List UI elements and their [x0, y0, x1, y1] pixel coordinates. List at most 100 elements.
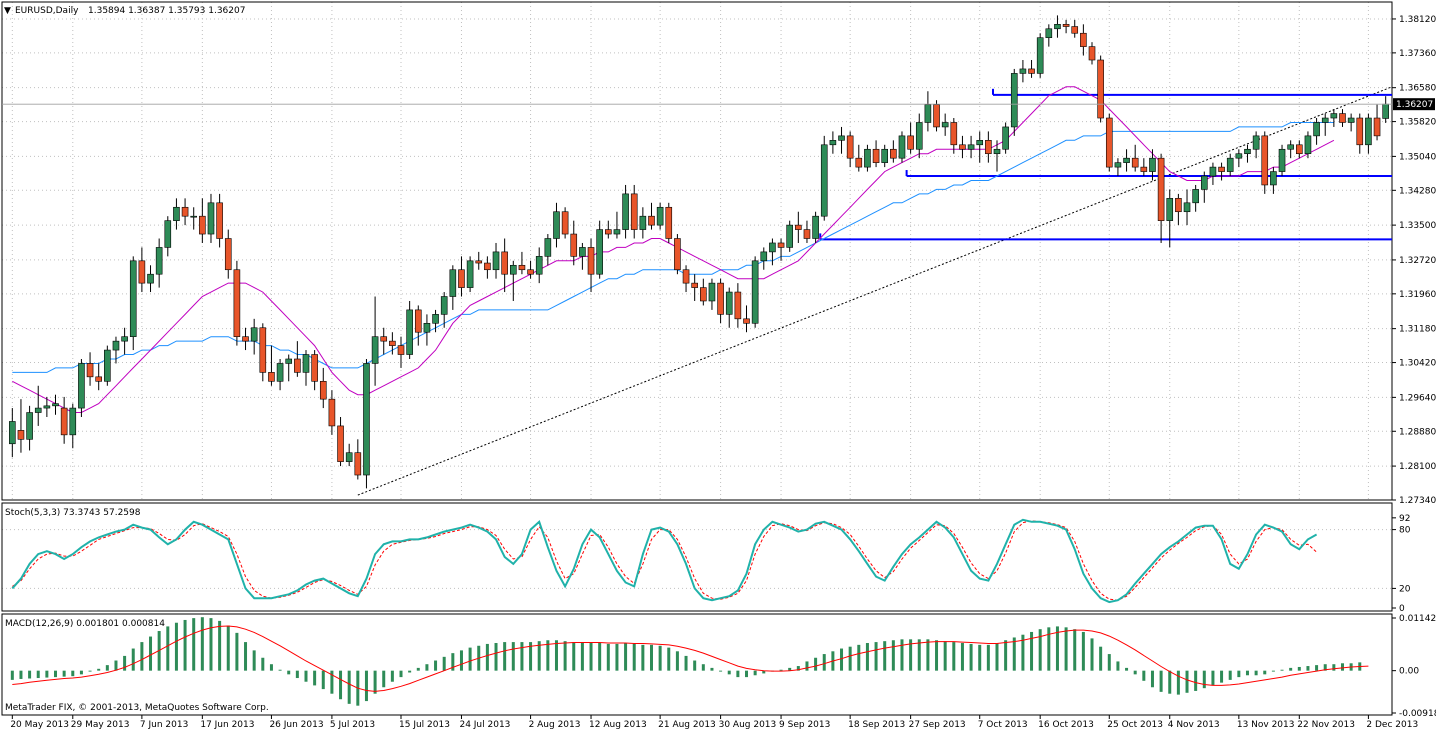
macd-bar	[364, 670, 368, 702]
macd-bar	[572, 642, 576, 671]
candle-body	[708, 282, 716, 302]
stoch-signal-line	[12, 520, 1317, 601]
candle-body	[613, 229, 621, 235]
price-tick-label: 1.33500	[1399, 221, 1436, 231]
price-tick-label: 1.38120	[1399, 15, 1436, 25]
macd-bar	[1271, 670, 1275, 672]
candle-body	[26, 412, 33, 440]
candle-body	[1149, 157, 1156, 172]
macd-bar	[149, 636, 153, 671]
macd-bar	[1237, 670, 1241, 678]
price-tick-label: 1.29640	[1399, 393, 1436, 403]
macd-signal-line	[12, 625, 1369, 692]
macd-bar	[408, 670, 412, 673]
macd-bar	[960, 643, 964, 671]
candle-body	[1252, 135, 1260, 150]
candle-body	[319, 381, 327, 400]
axis-layer: 1.38120 1.37360 1.36580 1.35820 1.35040 1.342…	[10, 15, 1436, 730]
candle-body	[147, 273, 154, 284]
time-tick-label: 25 Oct 2013	[1107, 720, 1163, 730]
macd-bar	[114, 660, 118, 671]
candle-body	[648, 215, 655, 226]
candle-body	[915, 122, 923, 150]
macd-bar	[1332, 664, 1336, 671]
time-tick-label: 7 Jun 2013	[140, 720, 188, 730]
candle-body	[1105, 117, 1113, 168]
current-price-tag	[1393, 98, 1435, 111]
macd-bar	[615, 643, 619, 671]
candle-body	[1062, 24, 1070, 27]
macd-bar	[874, 642, 878, 671]
price-tick-label: 1.27340	[1399, 496, 1436, 506]
macd-bar	[295, 670, 299, 679]
time-tick-label: 27 Sep 2013	[909, 720, 966, 730]
time-tick-label: 22 Nov 2013	[1297, 720, 1355, 730]
macd-bar	[200, 617, 204, 671]
macd-bar	[589, 643, 593, 671]
macd-bar	[1297, 666, 1301, 671]
candle-body	[1356, 117, 1364, 146]
macd-bar	[1159, 670, 1163, 692]
macd-bar	[1004, 640, 1008, 671]
macd-bar	[235, 632, 239, 671]
candle-body	[829, 140, 837, 146]
macd-bar	[10, 670, 14, 680]
macd-bar	[788, 667, 792, 671]
stoch-tick-label: 0	[1399, 604, 1405, 614]
macd-bar	[339, 670, 343, 700]
macd-bar	[494, 643, 498, 671]
candle-body	[993, 148, 1001, 155]
candle-body	[104, 349, 111, 382]
candle-body	[432, 314, 439, 324]
macd-bar	[865, 643, 869, 671]
candle-body	[112, 340, 120, 351]
macd-bar	[978, 644, 982, 671]
macd-bar	[537, 641, 541, 671]
candle-body	[1054, 24, 1061, 30]
macd-bar	[598, 643, 602, 671]
macd-bar	[624, 643, 628, 671]
macd-bar	[1142, 670, 1146, 681]
macd-bar	[62, 670, 66, 677]
candle-body	[656, 206, 664, 226]
macd-bar	[736, 670, 740, 678]
macd-bar	[434, 660, 438, 671]
candle-body	[440, 296, 448, 315]
macd-tick-label: -0.009187	[1399, 709, 1436, 719]
stoch-tick-label: 20	[1399, 584, 1411, 594]
time-tick-label: 13 Nov 2013	[1237, 720, 1295, 730]
candle-body	[1287, 144, 1294, 150]
candle-body	[155, 247, 163, 275]
candle-body	[579, 247, 586, 257]
candle-body	[1304, 135, 1312, 155]
macd-bar	[710, 667, 714, 671]
macd-bar	[54, 670, 58, 678]
candle-body	[795, 224, 802, 230]
candle-body	[173, 206, 180, 221]
macd-bar	[796, 666, 800, 671]
candle-body	[423, 322, 431, 333]
macd-bar	[252, 650, 256, 671]
candle-body	[872, 148, 880, 163]
macd-bar	[1202, 670, 1206, 689]
macd-bar	[1263, 670, 1267, 675]
candle-body	[1192, 189, 1199, 204]
candle-body	[250, 327, 258, 342]
candle-body	[1339, 113, 1346, 123]
macd-bar	[520, 642, 524, 671]
macd-bar	[1047, 627, 1051, 671]
candle-body	[501, 251, 508, 275]
candle-body	[1373, 117, 1381, 137]
macd-bar	[1245, 670, 1249, 676]
candle-body	[1045, 28, 1053, 38]
candle-body	[1244, 148, 1251, 155]
macd-bar	[244, 642, 248, 671]
macd-bar	[1125, 667, 1129, 671]
price-tick-label: 1.30420	[1399, 359, 1436, 369]
candle-body	[622, 193, 629, 230]
macd-bar	[1280, 669, 1284, 671]
macd-bar	[468, 647, 472, 671]
macd-bar	[425, 664, 429, 671]
